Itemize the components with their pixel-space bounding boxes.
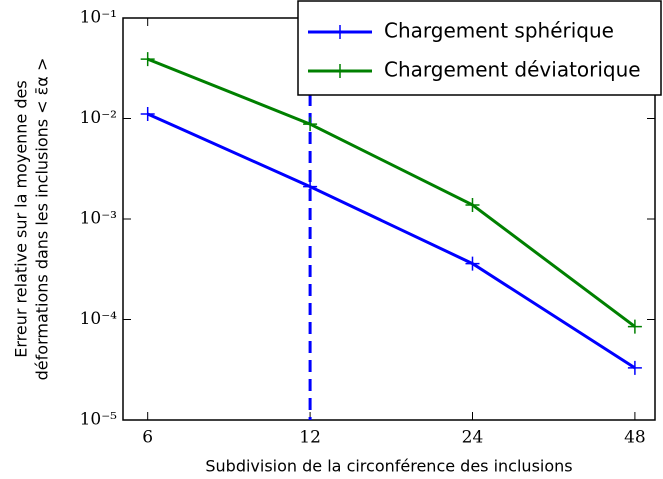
- data-point: [303, 179, 318, 194]
- x-tick-label: 12: [299, 428, 321, 448]
- y-tick-label: 10⁻¹: [80, 8, 117, 28]
- x-tick-label: 48: [624, 428, 646, 448]
- x-axis-label: Subdivision de la circonférence des incl…: [205, 457, 572, 476]
- y-tick-label: 10⁻³: [80, 209, 117, 229]
- legend-marker: [333, 64, 347, 78]
- y-tick-label: 10⁻²: [80, 108, 117, 128]
- x-tick-label: 6: [142, 428, 153, 448]
- legend-box: [297, 0, 662, 96]
- y-axis-label: Erreur relative sur la moyenne des: [12, 80, 31, 357]
- legend-marker: [333, 25, 347, 39]
- data-point: [627, 319, 642, 334]
- data-point: [465, 197, 480, 212]
- series-line: [147, 57, 636, 328]
- series-line: [147, 112, 636, 370]
- data-point: [140, 52, 155, 67]
- y-tick-label: 10⁻⁴: [80, 309, 118, 329]
- x-tick-label: 24: [462, 428, 484, 448]
- y-tick-label: 10⁻⁵: [80, 410, 118, 430]
- legend-label: Chargement sphérique: [384, 19, 614, 43]
- data-point: [140, 106, 155, 121]
- data-point: [627, 360, 642, 375]
- data-point: [465, 256, 480, 271]
- y-axis-label: déformations dans les inclusions < ε̄α >: [33, 58, 52, 381]
- data-point: [303, 117, 318, 132]
- legend-label: Chargement déviatorique: [384, 58, 641, 82]
